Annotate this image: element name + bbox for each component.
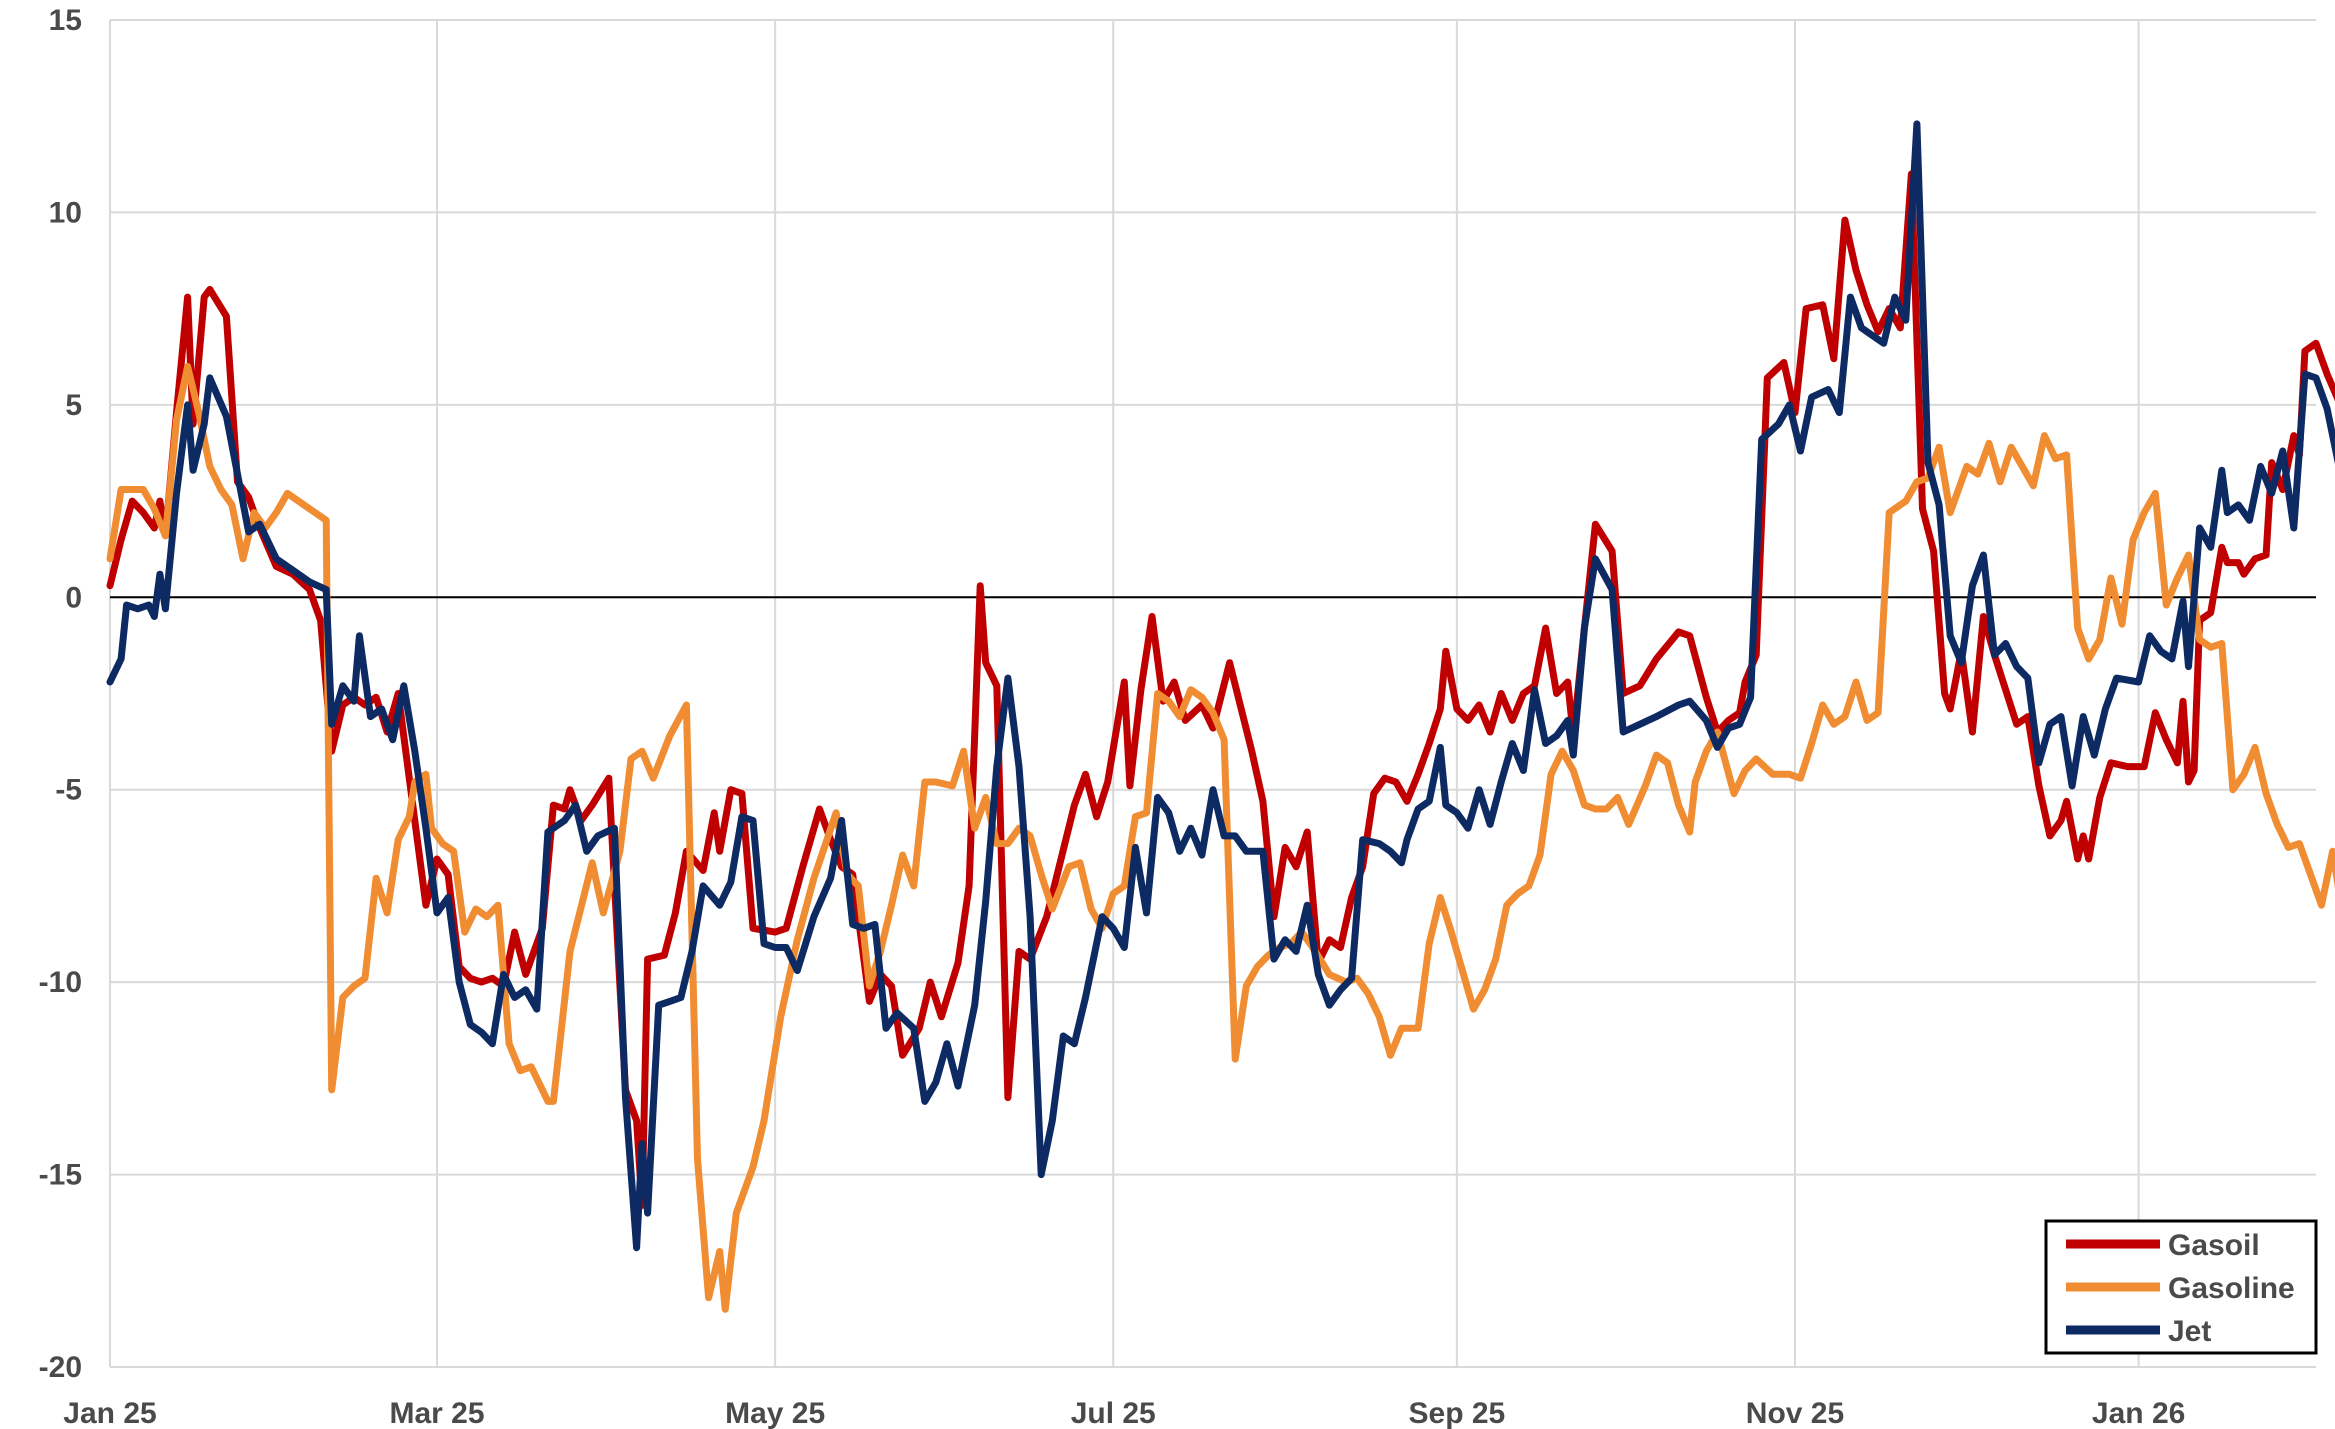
x-tick-label: Nov 25 <box>1746 1397 1844 1429</box>
series-line-gasoil <box>106 170 2335 1209</box>
legend-label-gasoline: Gasoline <box>2168 1272 2295 1305</box>
y-tick-label: -15 <box>39 1159 82 1192</box>
y-tick-label: 5 <box>65 389 82 422</box>
x-tick-labels: Jan 25 Mar 25 May 25 Jul 25 Sep 25 Nov 25 Jan … <box>63 1397 2185 1429</box>
x-tick-label: Mar 25 <box>389 1397 484 1429</box>
x-tick-label: Jul 25 <box>1071 1397 1156 1429</box>
y-tick-labels: 15 10 5 0 -5 -10 -15 -20 <box>39 4 82 1384</box>
x-tick-label: Jan 25 <box>63 1397 156 1429</box>
legend: Gasoil Gasoline Jet <box>2044 1219 2318 1355</box>
y-tick-label: 15 <box>49 4 82 37</box>
y-tick-label: 0 <box>65 581 82 614</box>
series-line-jet <box>106 120 2335 1252</box>
legend-label-jet: Jet <box>2168 1315 2211 1348</box>
legend-label-gasoil: Gasoil <box>2168 1229 2260 1262</box>
y-tick-label: -20 <box>39 1351 82 1384</box>
y-tick-label: -5 <box>55 774 82 807</box>
x-tick-label: Sep 25 <box>1409 1397 1506 1429</box>
gridlines <box>109 19 2316 1368</box>
x-tick-label: Jan 26 <box>2092 1397 2185 1429</box>
series-lines <box>106 120 2335 1313</box>
x-tick-label: May 25 <box>725 1397 825 1429</box>
y-tick-label: -10 <box>39 966 82 999</box>
y-tick-label: 10 <box>49 196 82 229</box>
series-line-gasoline <box>106 362 2335 1313</box>
